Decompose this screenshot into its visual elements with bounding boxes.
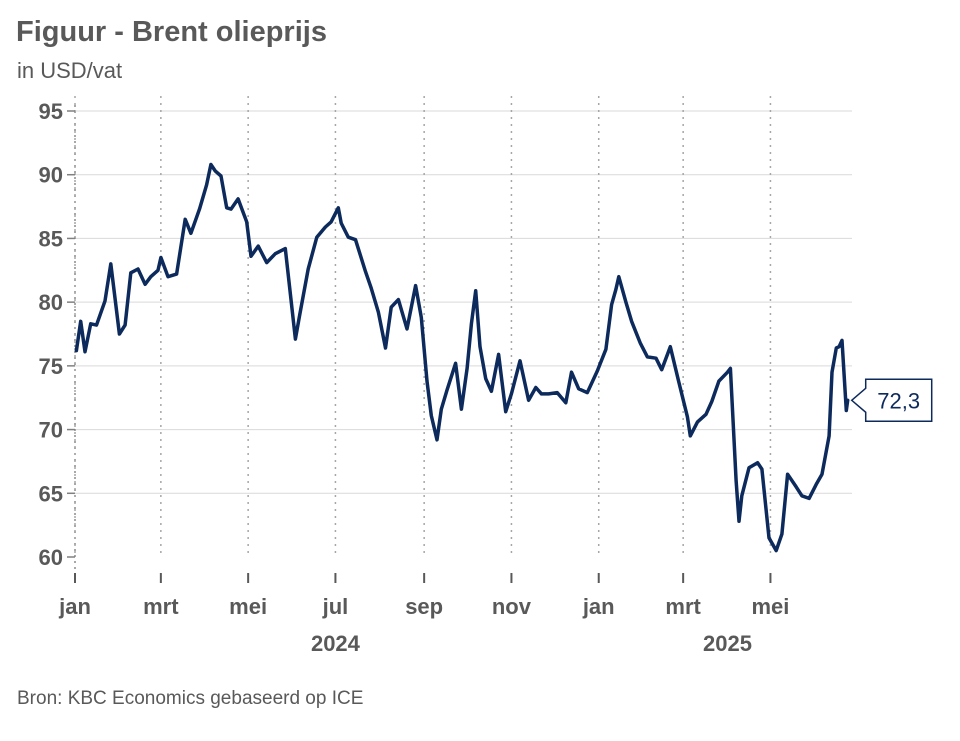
year-label: 2024 (311, 631, 361, 656)
x-tick-label: jan (582, 594, 615, 619)
x-tick-label: mrt (665, 594, 701, 619)
last-value-callout (850, 378, 933, 423)
brent-price-line (74, 162, 850, 553)
y-tick-label: 90 (39, 163, 63, 188)
y-tick-label: 80 (39, 290, 63, 315)
x-tick-label: jul (322, 594, 349, 619)
y-tick-label: 60 (39, 545, 63, 570)
year-label: 2025 (703, 631, 752, 656)
y-tick-label: 75 (39, 354, 63, 379)
chart-source: Bron: KBC Economics gebaseerd op ICE (17, 688, 364, 709)
last-value-label: 72,3 (877, 388, 920, 413)
chart-title: Figuur - Brent olieprijs (16, 16, 327, 48)
y-tick-label: 70 (39, 418, 63, 443)
y-tick-label: 85 (39, 226, 63, 251)
y-tick-label: 65 (39, 481, 63, 506)
x-tick-label: nov (492, 594, 532, 619)
x-tick-label: mrt (143, 594, 179, 619)
x-tick-label: sep (405, 594, 443, 619)
y-tick-label: 95 (39, 99, 63, 124)
chart-subtitle: in USD/vat (17, 58, 123, 83)
x-tick-label: mei (229, 594, 267, 619)
x-tick-label: jan (58, 594, 91, 619)
x-tick-label: mei (751, 594, 789, 619)
